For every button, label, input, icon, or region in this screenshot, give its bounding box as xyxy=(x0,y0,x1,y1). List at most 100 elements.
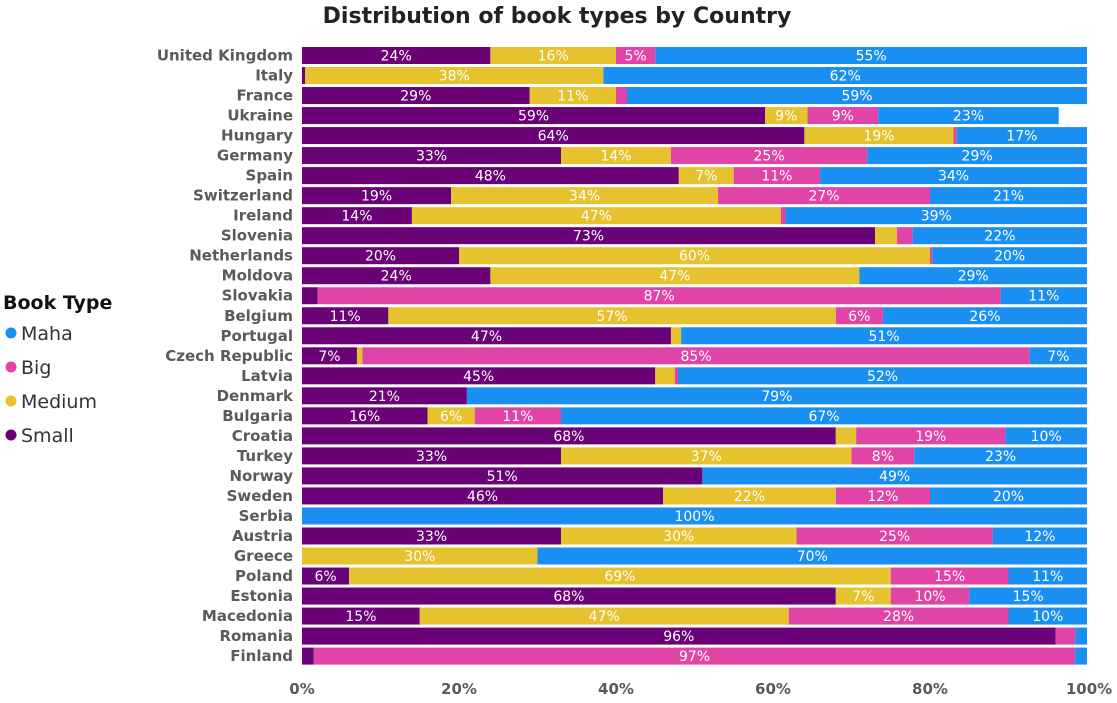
category-label-ireland: Ireland xyxy=(233,207,293,225)
data-label-latvia-small: 45% xyxy=(463,369,494,385)
legend-marker-small xyxy=(5,429,17,441)
data-label-czech-republic-small: 7% xyxy=(318,349,340,365)
category-label-italy: Italy xyxy=(255,67,293,85)
data-label-ukraine-maha: 23% xyxy=(953,109,984,125)
bar-united-kingdom-small xyxy=(302,47,491,64)
data-label-hungary-medium: 19% xyxy=(863,129,894,145)
bar-romania-small xyxy=(302,627,1056,645)
bar-norway-small xyxy=(302,467,703,485)
bar-romania-maha xyxy=(1075,627,1087,645)
bar-spain-small xyxy=(302,167,679,185)
data-label-ireland-maha: 39% xyxy=(921,209,952,225)
category-label-czech-republic: Czech Republic xyxy=(165,347,293,365)
bar-sweden-maha xyxy=(930,487,1087,505)
data-label-united-kingdom-big: 5% xyxy=(625,49,647,65)
data-label-poland-medium: 69% xyxy=(604,569,635,585)
category-label-denmark: Denmark xyxy=(217,387,294,405)
bar-macedonia-medium xyxy=(419,607,789,625)
data-label-netherlands-medium: 60% xyxy=(679,249,710,265)
category-label-latvia: Latvia xyxy=(241,367,293,385)
data-label-poland-small: 6% xyxy=(314,569,336,585)
bar-moldova-maha xyxy=(859,267,1087,285)
data-label-slovenia-maha: 22% xyxy=(984,229,1015,245)
bar-norway-maha xyxy=(702,467,1087,485)
legend-marker-medium xyxy=(5,395,17,407)
data-label-slovakia-maha: 11% xyxy=(1028,289,1059,305)
category-label-norway: Norway xyxy=(229,467,293,485)
data-label-czech-republic-maha: 7% xyxy=(1047,349,1069,365)
data-label-bulgaria-small: 16% xyxy=(349,409,380,425)
data-label-bulgaria-big: 11% xyxy=(502,409,533,425)
category-label-germany: Germany xyxy=(217,147,293,165)
data-label-ukraine-medium: 9% xyxy=(775,109,797,125)
bar-bulgaria-small xyxy=(302,407,428,425)
data-label-switzerland-medium: 34% xyxy=(569,189,600,205)
data-label-spain-small: 48% xyxy=(475,169,506,185)
legend-marker-big xyxy=(5,361,17,373)
bar-poland-medium xyxy=(349,567,891,585)
bar-belgium-medium xyxy=(388,307,836,325)
category-axis: United Kingdom Italy France Ukraine Hungary G… xyxy=(157,47,294,666)
bar-macedonia-maha xyxy=(1008,607,1087,625)
bar-switzerland-small xyxy=(302,187,452,205)
x-tick-label-0: 0% xyxy=(289,680,314,698)
x-tick-label-5: 100% xyxy=(1066,680,1112,698)
category-label-poland: Poland xyxy=(235,567,293,585)
data-label-czech-republic-big: 85% xyxy=(681,349,712,365)
bar-ukraine-small xyxy=(302,107,766,125)
data-label-norway-maha: 49% xyxy=(879,469,910,485)
data-label-sweden-small: 46% xyxy=(467,489,498,505)
bar-slovenia-medium xyxy=(875,227,898,245)
bar-united-kingdom-maha xyxy=(655,47,1087,64)
data-label-moldova-small: 24% xyxy=(381,269,412,285)
data-label-belgium-small: 11% xyxy=(330,309,361,325)
data-label-france-small: 29% xyxy=(400,89,431,105)
bar-bulgaria-medium xyxy=(427,407,475,425)
bar-finland-big xyxy=(313,647,1076,665)
data-label-bulgaria-medium: 6% xyxy=(440,409,462,425)
data-label-croatia-maha: 10% xyxy=(1031,429,1062,445)
data-label-germany-maha: 29% xyxy=(962,149,993,165)
bar-spain-big xyxy=(733,167,821,185)
chart-title: Distribution of book types by Country xyxy=(323,4,792,29)
data-label-united-kingdom-small: 24% xyxy=(381,49,412,65)
bar-italy-medium xyxy=(305,67,604,85)
data-label-spain-maha: 34% xyxy=(938,169,969,185)
bar-finland-small xyxy=(302,647,314,665)
data-label-austria-big: 25% xyxy=(879,529,910,545)
bar-switzerland-medium xyxy=(451,187,719,205)
bar-finland-maha xyxy=(1075,647,1087,665)
bar-romania-big xyxy=(1055,627,1076,645)
category-label-romania: Romania xyxy=(219,627,293,645)
category-label-ukraine: Ukraine xyxy=(227,107,293,125)
data-label-greece-medium: 30% xyxy=(404,549,435,565)
legend-marker-maha xyxy=(5,327,17,339)
legend: Book Type Maha Big Medium Small xyxy=(3,292,112,447)
legend-label-big: Big xyxy=(21,357,51,379)
bar-czech-republic-maha xyxy=(1029,347,1087,365)
bar-slovakia-big xyxy=(317,287,1001,305)
data-label-norway-small: 51% xyxy=(487,469,518,485)
x-tick-label-4: 80% xyxy=(912,680,948,698)
data-label-moldova-maha: 29% xyxy=(958,269,989,285)
category-label-spain: Spain xyxy=(246,167,293,185)
category-label-finland: Finland xyxy=(230,647,293,665)
data-label-france-maha: 59% xyxy=(841,89,872,105)
bar-macedonia-big xyxy=(788,607,1009,625)
data-label-belgium-medium: 57% xyxy=(597,309,628,325)
bar-france-small xyxy=(302,87,530,105)
data-label-estonia-medium: 7% xyxy=(852,589,874,605)
bar-ireland-small xyxy=(302,207,412,225)
bar-greece-medium xyxy=(302,547,538,565)
data-label-ukraine-big: 9% xyxy=(832,109,854,125)
bar-austria-maha xyxy=(992,527,1087,545)
bar-united-kingdom-big xyxy=(616,47,656,64)
legend-label-medium: Medium xyxy=(21,391,97,413)
bar-poland-big xyxy=(890,567,1009,585)
bar-croatia-maha xyxy=(1005,427,1087,445)
bar-spain-medium xyxy=(678,167,734,185)
data-label-united-kingdom-medium: 16% xyxy=(538,49,569,65)
category-label-france: France xyxy=(236,87,293,105)
bar-slovakia-small xyxy=(302,287,318,305)
data-label-greece-maha: 70% xyxy=(797,549,828,565)
